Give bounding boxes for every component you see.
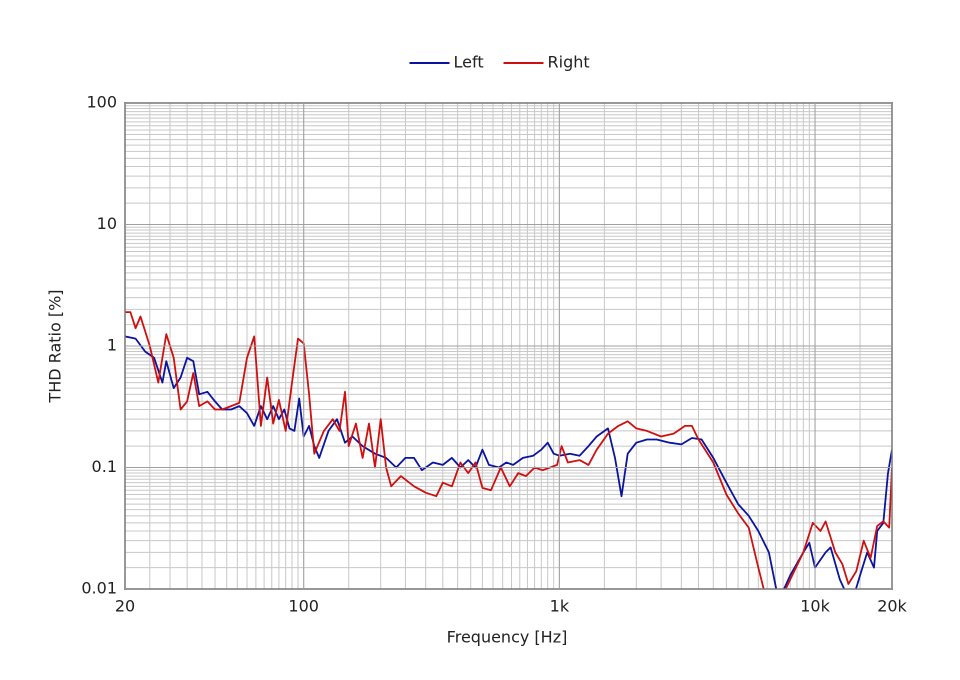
data-line — [125, 335, 892, 589]
x-axis-label: Frequency [Hz] — [447, 628, 568, 647]
y-tick-label: 0.1 — [92, 457, 117, 476]
x-tick-label: 10k — [800, 597, 830, 616]
legend-label: Left — [454, 53, 484, 72]
x-tick-label: 100 — [288, 597, 319, 616]
y-tick-label: 0.01 — [81, 579, 117, 598]
x-tick-label: 1k — [550, 597, 570, 616]
plot-lines — [125, 311, 892, 589]
x-tick-label: 20 — [115, 597, 135, 616]
x-tick-label: 20k — [877, 597, 907, 616]
y-tick-label: 1 — [107, 336, 117, 355]
legend-label: Right — [548, 53, 590, 72]
y-tick-label: 10 — [97, 214, 117, 233]
y-tick-label: 100 — [86, 93, 117, 112]
y-axis-label: THD Ratio [%] — [46, 289, 65, 403]
data-line — [125, 311, 892, 589]
